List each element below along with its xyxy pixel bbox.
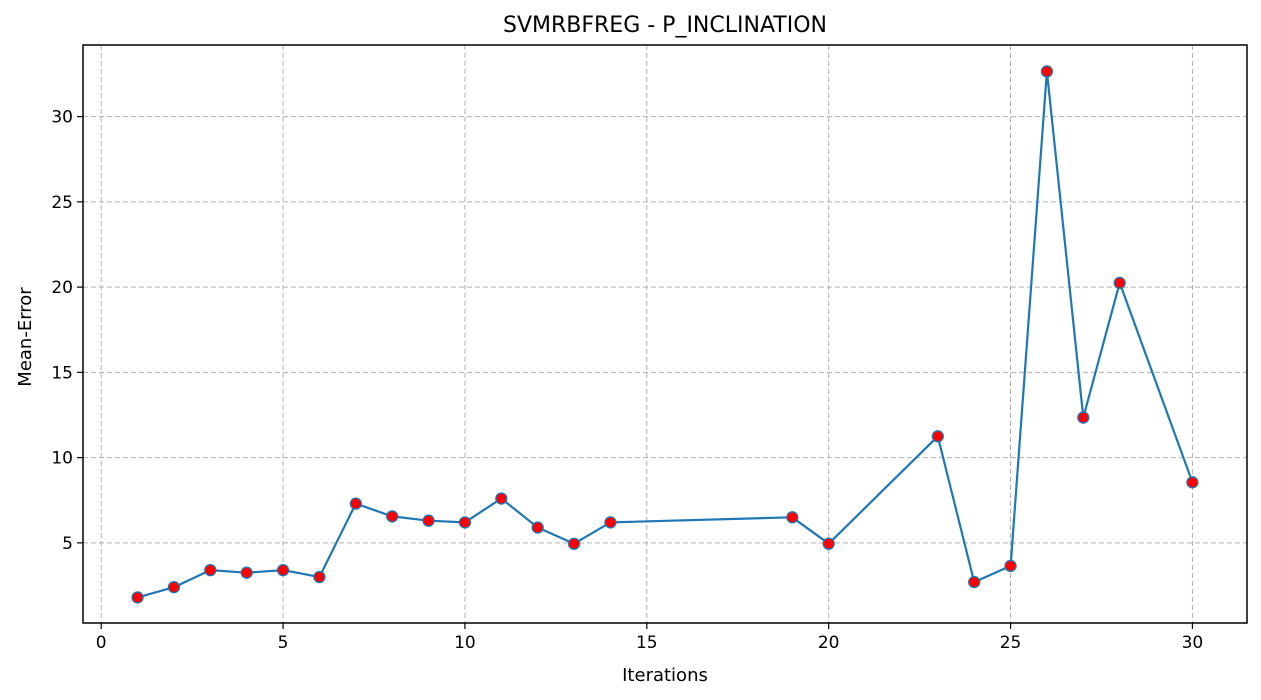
- data-point: [604, 516, 617, 529]
- x-tick-label: 5: [278, 633, 289, 653]
- series-layer: [131, 65, 1199, 604]
- x-tick-label: 15: [636, 633, 658, 653]
- data-point: [422, 514, 435, 527]
- data-point: [1077, 411, 1090, 424]
- data-point: [240, 566, 253, 579]
- data-point: [1113, 276, 1126, 289]
- grid-lines: [83, 45, 1247, 623]
- x-tick-label: 0: [96, 633, 107, 653]
- y-tick-label: 20: [51, 278, 73, 298]
- data-point: [931, 430, 944, 443]
- y-tick-label: 25: [51, 193, 73, 213]
- data-point: [386, 510, 399, 523]
- data-point: [822, 537, 835, 550]
- y-tick-label: 5: [62, 534, 73, 554]
- data-point: [968, 575, 981, 589]
- y-tick-label: 15: [51, 363, 73, 383]
- data-point: [458, 516, 472, 529]
- y-axis-label: Mean-Error: [15, 287, 36, 387]
- x-tick-label: 30: [1182, 633, 1204, 653]
- data-point: [167, 581, 181, 594]
- data-point: [131, 591, 144, 604]
- x-axis-label: Iterations: [622, 665, 708, 686]
- data-point: [204, 563, 217, 577]
- axis-ticks: 0 5 10 15 20 25 30 5 10 15 20 25 30: [51, 108, 1203, 653]
- data-point: [313, 570, 326, 584]
- data-point: [1040, 65, 1054, 78]
- data-point: [495, 492, 508, 505]
- data-point: [567, 537, 581, 550]
- x-tick-label: 25: [1000, 633, 1022, 653]
- y-tick-label: 10: [51, 449, 73, 469]
- data-point: [786, 511, 799, 524]
- data-point: [531, 521, 544, 534]
- chart-title: SVMRBFREG - P_INCLINATION: [503, 13, 827, 38]
- y-tick-label: 30: [51, 108, 73, 128]
- data-point: [349, 497, 362, 510]
- x-tick-label: 20: [818, 633, 840, 653]
- x-tick-label: 10: [454, 633, 476, 653]
- data-point: [276, 563, 290, 577]
- data-point: [1004, 559, 1017, 573]
- plot-area-frame: [82, 44, 1248, 624]
- data-point: [1186, 476, 1199, 489]
